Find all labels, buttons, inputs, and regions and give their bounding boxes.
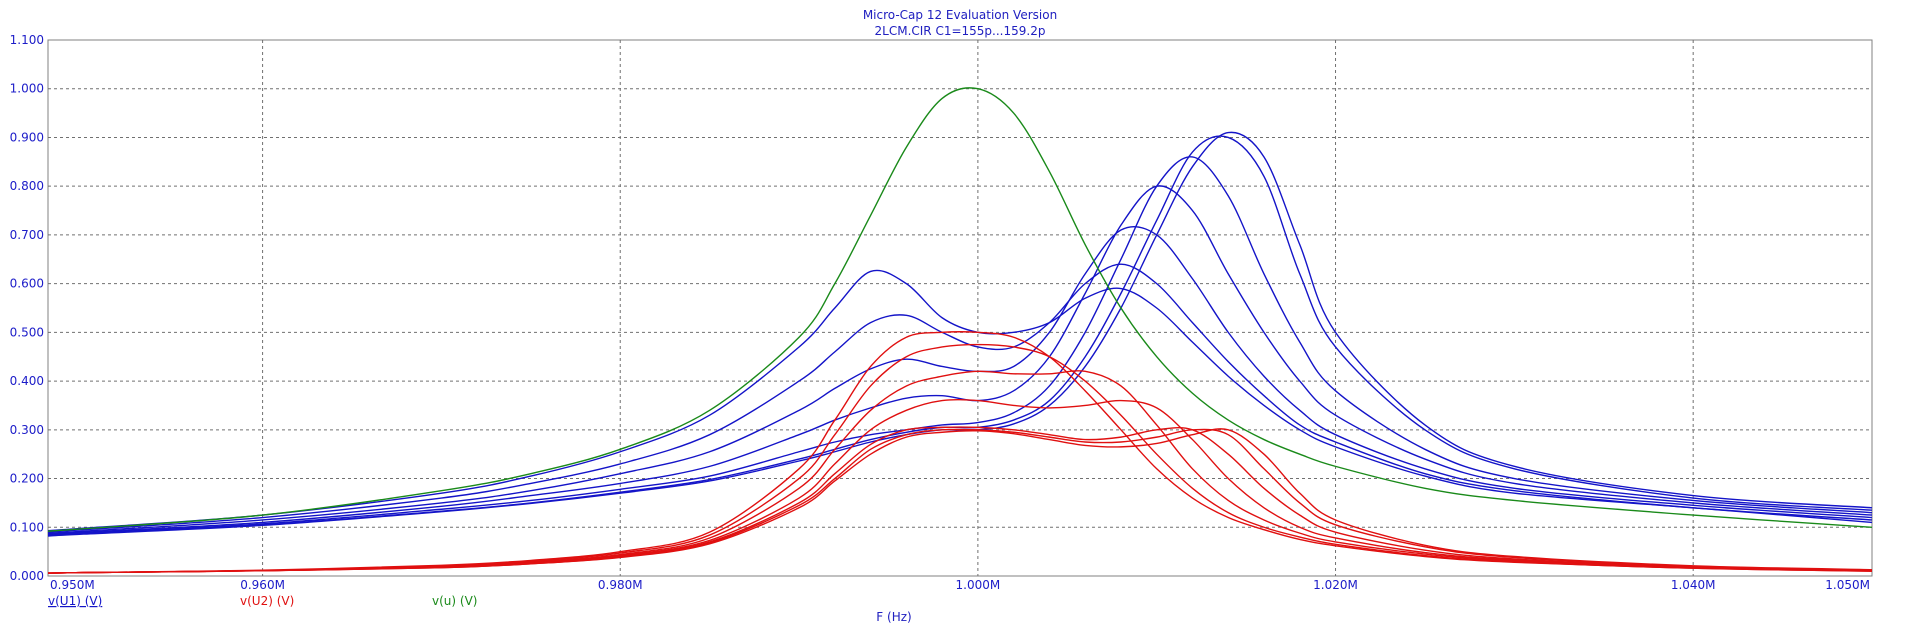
series-v-u-curve (47, 87, 1873, 532)
x-tick-label: 1.000M (956, 578, 1001, 592)
y-tick-label: 0.800 (10, 179, 44, 193)
y-tick-label: 0.400 (10, 374, 44, 388)
y-tick-label: 0.100 (10, 520, 44, 534)
x-tick-label: 0.950M (50, 578, 95, 592)
x-axis-label: F (Hz) (876, 610, 911, 624)
y-tick-label: 0.500 (10, 325, 44, 339)
series-v-u2-curve (47, 343, 1873, 574)
y-tick-label: 1.100 (10, 33, 44, 47)
series-v-u1-curve (47, 225, 1873, 534)
legend-v-u: v(u) (V) (432, 594, 477, 608)
plot-frame (47, 39, 1873, 577)
chart-subtitle: 2LCM.CIR C1=155p...159.2p (875, 24, 1046, 38)
legend-v-u2: v(U2) (V) (240, 594, 294, 608)
x-tick-label: 1.020M (1313, 578, 1358, 592)
series-v-u2-curve (47, 428, 1873, 574)
x-tick-label: 0.960M (240, 578, 285, 592)
y-tick-label: 0.300 (10, 423, 44, 437)
series-v-u1-curve (47, 269, 1873, 532)
y-tick-label: 0.700 (10, 228, 44, 242)
y-tick-label: 0.200 (10, 472, 44, 486)
y-tick-label: 0.600 (10, 277, 44, 291)
series-v-u1-curve (47, 263, 1873, 533)
legend-v-u1[interactable]: v(U1) (V) (48, 594, 102, 608)
series-v-u1-curve (47, 131, 1873, 537)
y-tick-label: 0.900 (10, 130, 44, 144)
x-axis-ticks: 0.950M 0.960M 0.980M 1.000M 1.020M 1.040M 1.05… (50, 578, 1870, 592)
chart-title: Micro-Cap 12 Evaluation Version (863, 8, 1057, 22)
x-tick-label: 0.980M (598, 578, 643, 592)
x-tick-label: 1.040M (1671, 578, 1716, 592)
y-tick-label: 0.000 (10, 569, 44, 583)
series-v-u2-curve (47, 331, 1873, 574)
y-tick-label: 1.000 (10, 82, 44, 96)
y-axis-ticks: 0.000 0.100 0.200 0.300 0.400 0.500 0.600 0.700… (10, 33, 44, 583)
series-layer (47, 87, 1873, 574)
series-v-u1-curve (47, 156, 1873, 536)
x-tick-label: 1.050M (1825, 578, 1870, 592)
series-v-u1-curve (47, 185, 1873, 535)
